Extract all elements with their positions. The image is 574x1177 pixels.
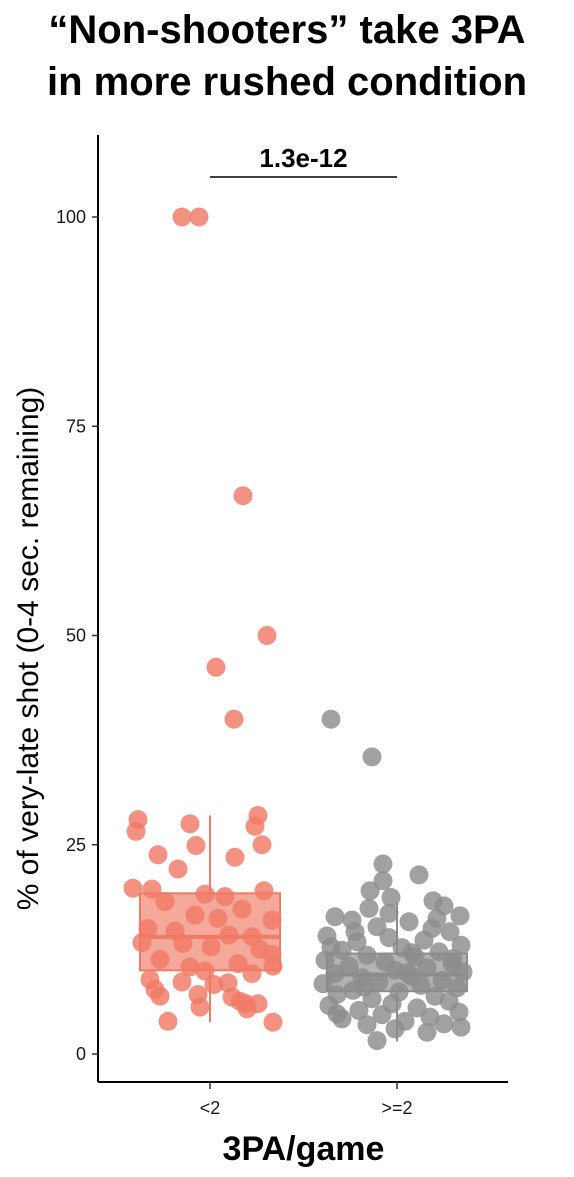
y-tick-label-100: 100 — [56, 207, 86, 227]
data-point — [434, 1014, 454, 1034]
data-point — [411, 975, 431, 995]
data-point — [373, 871, 393, 891]
data-point — [379, 903, 399, 923]
data-point — [360, 881, 380, 901]
data-point — [321, 937, 341, 957]
data-point — [321, 709, 341, 729]
data-point — [399, 912, 419, 932]
data-point — [186, 836, 206, 856]
data-point — [172, 207, 192, 227]
data-point — [150, 949, 170, 969]
data-point — [453, 962, 473, 982]
data-point — [327, 1004, 347, 1024]
data-point — [263, 956, 283, 976]
x-tick-label-1: >=2 — [381, 1098, 412, 1118]
data-point — [354, 977, 374, 997]
data-point — [150, 986, 170, 1006]
axes-group: 0 25 50 75 100 <2 >=2 — [56, 135, 508, 1118]
p-value-label: 1.3e-12 — [259, 143, 347, 173]
data-point — [180, 957, 200, 977]
data-point — [357, 945, 377, 965]
data-point — [450, 906, 470, 926]
points-layer — [123, 207, 473, 1051]
data-point — [242, 964, 262, 984]
x-tick-label-0: <2 — [200, 1098, 221, 1118]
data-point — [237, 999, 257, 1019]
data-point — [385, 1019, 405, 1039]
data-point — [208, 908, 228, 928]
data-point — [158, 1011, 178, 1031]
data-point — [367, 1031, 387, 1051]
data-point — [263, 1012, 283, 1032]
data-point — [443, 949, 463, 969]
chart-title-line-1: “Non-shooters” take 3PA — [48, 8, 526, 52]
data-point — [218, 973, 238, 993]
data-point — [224, 709, 244, 729]
data-point — [204, 975, 224, 995]
y-tick-label-25: 25 — [66, 835, 86, 855]
data-point — [357, 1015, 377, 1035]
annotation-layer: 1.3e-12 — [210, 143, 397, 178]
y-tick-label-0: 0 — [76, 1044, 86, 1064]
data-point — [233, 486, 253, 506]
data-point — [381, 887, 401, 907]
data-point — [201, 937, 221, 957]
data-point — [313, 974, 333, 994]
data-point — [325, 907, 345, 927]
data-point — [185, 905, 205, 925]
data-point — [123, 878, 143, 898]
data-point — [180, 814, 200, 834]
data-point — [369, 972, 389, 992]
data-point — [427, 908, 447, 928]
data-point — [215, 887, 235, 907]
data-point — [195, 884, 215, 904]
y-axis-label: % of very-late shot (0-4 sec. remaining) — [12, 387, 45, 911]
data-point — [155, 892, 175, 912]
data-point — [228, 954, 248, 974]
y-tick-label-50: 50 — [66, 626, 86, 646]
data-point — [254, 881, 274, 901]
data-point — [172, 972, 192, 992]
y-tick-label-75: 75 — [66, 416, 86, 436]
data-point — [402, 943, 422, 963]
data-point — [195, 961, 215, 981]
data-point — [190, 997, 210, 1017]
data-point — [414, 930, 434, 950]
data-point — [373, 854, 393, 874]
data-point — [189, 207, 209, 227]
data-point — [245, 816, 265, 836]
data-point — [409, 865, 429, 885]
data-point — [451, 1017, 471, 1037]
median-layer — [140, 934, 467, 977]
data-point — [138, 918, 158, 938]
data-point — [417, 1022, 437, 1042]
data-point — [372, 1005, 392, 1025]
data-point — [345, 922, 365, 942]
chart-title: “Non-shooters” take 3PA in more rushed c… — [0, 4, 574, 108]
data-point — [126, 821, 146, 841]
data-point — [449, 1002, 469, 1022]
x-axis-label: 3PA/game — [223, 1130, 385, 1168]
data-point — [168, 859, 188, 879]
data-point — [359, 898, 379, 918]
chart-title-line-2: in more rushed condition — [46, 60, 528, 104]
data-point — [225, 847, 245, 867]
data-point — [148, 845, 168, 865]
data-point — [232, 899, 252, 919]
data-point — [349, 1000, 369, 1020]
data-point — [339, 956, 359, 976]
data-point — [252, 835, 272, 855]
data-point — [206, 657, 226, 677]
data-point — [379, 928, 399, 948]
data-point — [440, 922, 460, 942]
data-point — [262, 910, 282, 930]
data-point — [257, 626, 277, 645]
data-point — [362, 747, 382, 767]
data-point — [142, 879, 162, 899]
